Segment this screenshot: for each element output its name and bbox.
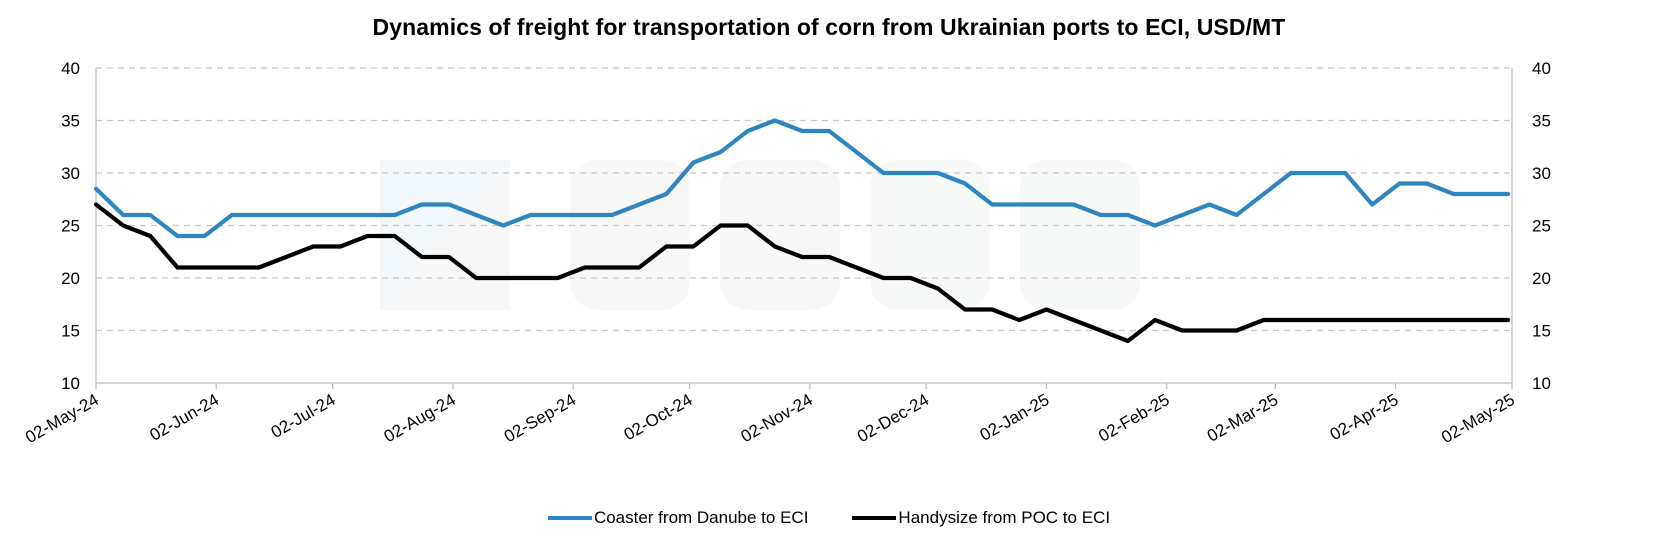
x-tick-02-Nov-24: 02-Nov-24 xyxy=(738,390,816,446)
y-tick-left-15: 15 xyxy=(61,322,80,341)
y-tick-right-10: 10 xyxy=(1532,374,1551,393)
series-line-0 xyxy=(93,118,1511,239)
y-tick-left-20: 20 xyxy=(61,269,80,288)
legend-label-handysize: Handysize from POC to ECI xyxy=(898,508,1111,527)
series-line-1 xyxy=(93,202,1511,344)
x-tick-02-Mar-25: 02-Mar-25 xyxy=(1204,390,1281,446)
line-chart: 10 10 15 15 20 20 25 25 30 30 35 35 40 40 02-May-24 02-… xyxy=(22,59,1551,447)
y-tick-left-10: 10 xyxy=(61,374,80,393)
y-tick-right-40: 40 xyxy=(1532,59,1551,78)
y-tick-right-20: 20 xyxy=(1532,269,1551,288)
x-tick-02-May-24: 02-May-24 xyxy=(22,390,102,447)
watermark-logo xyxy=(380,160,1140,310)
y-tick-right-30: 30 xyxy=(1532,164,1551,183)
y-tick-right-35: 35 xyxy=(1532,112,1551,131)
y-tick-right-25: 25 xyxy=(1532,217,1551,236)
y-tick-left-25: 25 xyxy=(61,217,80,236)
chart-title: Dynamics of freight for transportation o… xyxy=(372,14,1286,40)
legend-item-coaster[interactable]: Coaster from Danube to ECI xyxy=(547,508,809,528)
legend-item-handysize[interactable]: Handysize from POC to ECI xyxy=(852,508,1110,528)
y-tick-left-40: 40 xyxy=(61,59,80,78)
x-tick-02-Jul-24: 02-Jul-24 xyxy=(268,390,339,442)
x-tick-02-Apr-25: 02-Apr-25 xyxy=(1327,390,1402,444)
x-tick-02-Aug-24: 02-Aug-24 xyxy=(381,390,459,446)
x-tick-02-Oct-24: 02-Oct-24 xyxy=(621,390,696,444)
legend-swatch-coaster xyxy=(547,516,592,520)
y-tick-left-30: 30 xyxy=(61,164,80,183)
x-tick-02-Jun-24: 02-Jun-24 xyxy=(146,390,222,445)
x-tick-02-Jan-25: 02-Jan-25 xyxy=(977,390,1053,445)
legend: Coaster from Danube to ECI Handysize fro… xyxy=(0,508,1658,528)
x-tick-02-Dec-24: 02-Dec-24 xyxy=(854,390,932,446)
x-tick-02-Sep-24: 02-Sep-24 xyxy=(501,390,579,446)
y-tick-right-15: 15 xyxy=(1532,322,1551,341)
legend-label-coaster: Coaster from Danube to ECI xyxy=(593,508,809,527)
legend-swatch-handysize xyxy=(852,516,897,520)
x-tick-02-May-25: 02-May-25 xyxy=(1438,390,1518,447)
x-tick-02-Feb-25: 02-Feb-25 xyxy=(1095,390,1172,446)
y-tick-left-35: 35 xyxy=(61,112,80,131)
